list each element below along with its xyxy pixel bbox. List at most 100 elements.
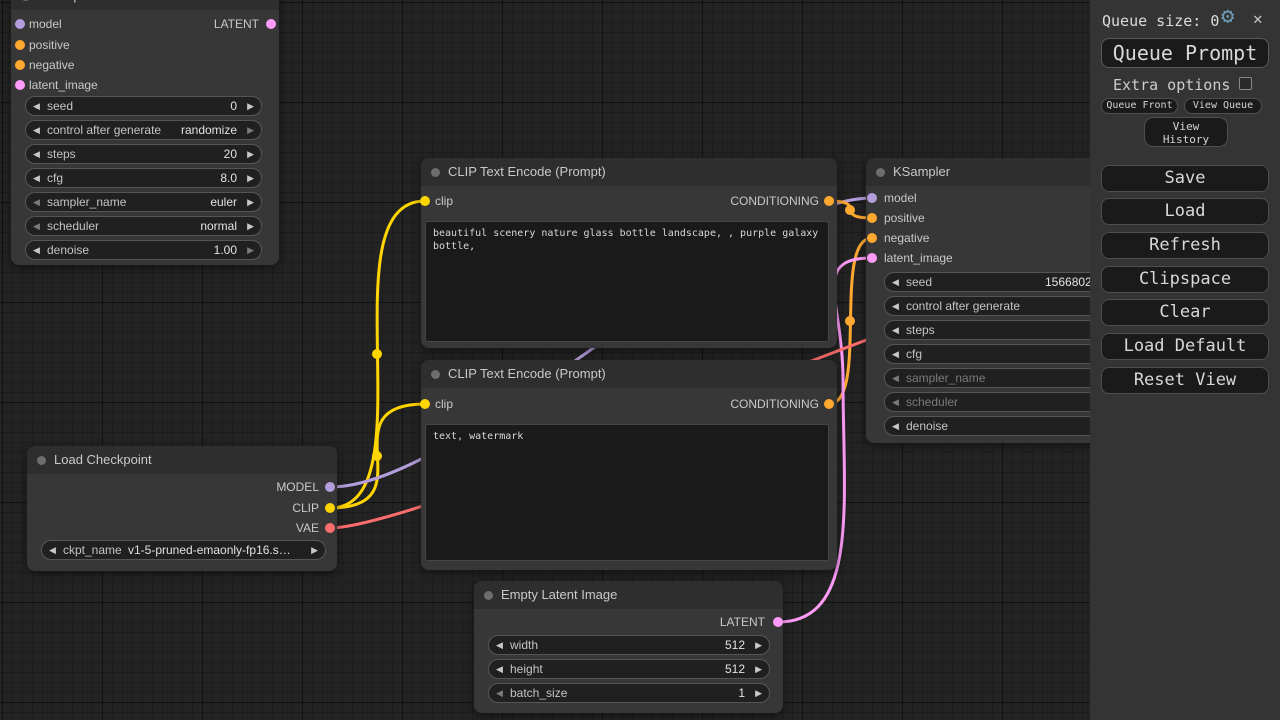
increment-arrow-icon[interactable]: ▶ [247,125,254,135]
collapse-dot-icon[interactable] [37,456,46,465]
queue-front-button[interactable]: Queue Front [1101,98,1178,114]
widget-value: euler [210,195,237,209]
widget-sampler-name[interactable]: ◀ sampler_name euler ▶ [25,192,262,212]
decrement-arrow-icon[interactable]: ◀ [33,197,40,207]
output-label-conditioning: CONDITIONING [730,194,819,208]
node-title-bar[interactable]: Empty Latent Image [474,581,783,609]
increment-arrow-icon[interactable]: ▶ [247,101,254,111]
decrement-arrow-icon[interactable]: ◀ [892,421,899,431]
increment-arrow-icon[interactable]: ▶ [247,221,254,231]
output-label-clip: CLIP [292,501,319,515]
widget-denoise[interactable]: ◀ denoise [884,416,1122,436]
node-load-checkpoint[interactable]: Load Checkpoint MODEL CLIP VAE ◀ ckpt_na… [27,446,337,571]
node-title-bar[interactable]: CLIP Text Encode (Prompt) [421,360,837,388]
collapse-dot-icon[interactable] [431,168,440,177]
output-label-model: MODEL [276,480,319,494]
widget-value: normal [200,219,237,233]
node-title-bar[interactable]: KSampler [11,0,279,10]
widget-cfg[interactable]: ◀ cfg [884,344,1122,364]
widget-control-after-generate[interactable]: ◀ control after generate randomize ▶ [25,120,262,140]
link-midpoint-dot [845,316,855,326]
widget-width[interactable]: ◀ width 512 ▶ [488,635,770,655]
increment-arrow-icon[interactable]: ▶ [247,197,254,207]
widget-label: scheduler [47,219,100,233]
prompt-textarea[interactable]: text, watermark [425,424,829,561]
widget-label: steps [47,147,76,161]
decrement-arrow-icon[interactable]: ◀ [33,221,40,231]
clear-button[interactable]: Clear [1101,299,1269,326]
refresh-button[interactable]: Refresh [1101,232,1269,259]
widget-label: steps [906,323,935,337]
reset-view-button[interactable]: Reset View [1101,367,1269,394]
settings-gear-icon[interactable]: ⚙ [1221,4,1235,29]
widget-cfg[interactable]: ◀ cfg 8.0 ▶ [25,168,262,188]
node-ksampler-left[interactable]: KSampler model positive negative latent_… [11,0,279,265]
decrement-arrow-icon[interactable]: ◀ [892,349,899,359]
extra-options-checkbox[interactable] [1239,77,1252,90]
decrement-arrow-icon[interactable]: ◀ [892,397,899,407]
widget-denoise[interactable]: ◀ denoise 1.00 ▶ [25,240,262,260]
widget-ckpt-name[interactable]: ◀ ckpt_name v1-5-pruned-emaonly-fp16.s… … [41,540,326,560]
input-label-model: model [29,17,62,31]
widget-steps[interactable]: ◀ steps [884,320,1122,340]
increment-arrow-icon[interactable]: ▶ [247,173,254,183]
collapse-dot-icon[interactable] [876,168,885,177]
node-title-bar[interactable]: CLIP Text Encode (Prompt) [421,158,837,186]
view-history-button[interactable]: View History [1144,117,1228,147]
queue-prompt-button[interactable]: Queue Prompt [1101,38,1269,68]
widget-batch-size[interactable]: ◀ batch_size 1 ▶ [488,683,770,703]
save-button[interactable]: Save [1101,165,1269,192]
prompt-textarea[interactable]: beautiful scenery nature glass bottle la… [425,221,829,342]
widget-value: 512 [724,638,745,652]
widget-label: scheduler [906,395,959,409]
decrement-arrow-icon[interactable]: ◀ [892,373,899,383]
widget-label: control after generate [906,299,1021,313]
load-button[interactable]: Load [1101,198,1269,225]
decrement-arrow-icon[interactable]: ◀ [496,640,503,650]
input-label-latent-image: latent_image [884,251,953,265]
decrement-arrow-icon[interactable]: ◀ [33,125,40,135]
node-title-bar[interactable]: Load Checkpoint [27,446,337,474]
increment-arrow-icon[interactable]: ▶ [755,688,762,698]
decrement-arrow-icon[interactable]: ◀ [496,688,503,698]
widget-seed[interactable]: ◀ seed 1566802087 ▶ [884,272,1122,292]
previous-arrow-icon[interactable]: ◀ [49,545,56,555]
decrement-arrow-icon[interactable]: ◀ [892,301,899,311]
decrement-arrow-icon[interactable]: ◀ [496,664,503,674]
increment-arrow-icon[interactable]: ▶ [247,149,254,159]
node-empty-latent-image[interactable]: Empty Latent Image LATENT ◀ width 512 ▶ … [474,581,783,713]
next-arrow-icon[interactable]: ▶ [311,545,318,555]
close-icon[interactable]: ✕ [1253,9,1263,28]
clipspace-button[interactable]: Clipspace [1101,266,1269,293]
widget-label: seed [906,275,933,289]
collapse-dot-icon[interactable] [431,370,440,379]
increment-arrow-icon[interactable]: ▶ [755,640,762,650]
widget-scheduler[interactable]: ◀ scheduler [884,392,1122,412]
view-queue-button[interactable]: View Queue [1184,98,1262,114]
node-clip-text-encode-negative[interactable]: CLIP Text Encode (Prompt) clip CONDITION… [421,360,837,570]
node-clip-text-encode-positive[interactable]: CLIP Text Encode (Prompt) clip CONDITION… [421,158,837,348]
widget-scheduler[interactable]: ◀ scheduler normal ▶ [25,216,262,236]
collapse-dot-icon[interactable] [484,591,493,600]
widget-control-after-generate[interactable]: ◀ control after generate randomize ▶ [884,296,1147,316]
input-label-latent-image: latent_image [29,78,98,92]
widget-label: width [510,638,539,652]
increment-arrow-icon[interactable]: ▶ [247,245,254,255]
widget-seed[interactable]: ◀ seed 0 ▶ [25,96,262,116]
load-default-button[interactable]: Load Default [1101,333,1269,360]
decrement-arrow-icon[interactable]: ◀ [33,245,40,255]
decrement-arrow-icon[interactable]: ◀ [33,149,40,159]
link-midpoint-dot [372,349,382,359]
decrement-arrow-icon[interactable]: ◀ [33,173,40,183]
decrement-arrow-icon[interactable]: ◀ [892,277,899,287]
widget-value: 0 [230,99,237,113]
decrement-arrow-icon[interactable]: ◀ [892,325,899,335]
widget-height[interactable]: ◀ height 512 ▶ [488,659,770,679]
collapse-dot-icon[interactable] [21,0,30,1]
widget-steps[interactable]: ◀ steps 20 ▶ [25,144,262,164]
widget-sampler-name[interactable]: ◀ sampler_name [884,368,1122,388]
increment-arrow-icon[interactable]: ▶ [755,664,762,674]
widget-label: control after generate [47,123,162,137]
decrement-arrow-icon[interactable]: ◀ [33,101,40,111]
